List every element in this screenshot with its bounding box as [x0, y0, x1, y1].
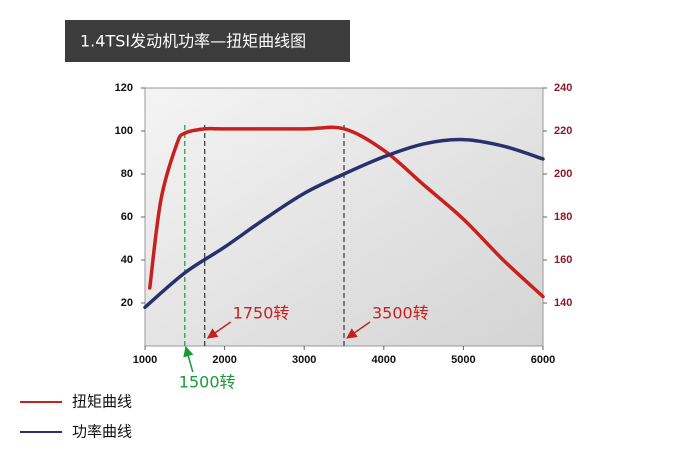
annotation-label: 1750转	[233, 304, 290, 323]
y-tick-label: 40	[121, 254, 133, 266]
annotation-arrow	[183, 345, 194, 373]
y2-tick-label: 140	[554, 297, 572, 309]
y2-tick-label: 220	[554, 125, 572, 137]
y-tick-label: 20	[121, 297, 133, 309]
annotation-arrow	[206, 321, 232, 339]
series-line	[148, 125, 545, 299]
y2-tick-label: 160	[554, 254, 572, 266]
annotation-label: 3500转	[372, 304, 429, 323]
y-tick-label: 100	[115, 125, 133, 137]
y-tick-label: 80	[121, 168, 133, 180]
y2-tick-label: 200	[554, 168, 572, 180]
y-tick-label: 120	[115, 82, 133, 94]
annotation-arrow	[346, 321, 371, 339]
y2-tick-label: 240	[554, 82, 572, 94]
series-line	[143, 137, 545, 310]
chart-title: 1.4TSI发动机功率—扭矩曲线图	[80, 32, 306, 51]
y-tick-label: 60	[121, 211, 133, 223]
x-tick-label: 1000	[133, 354, 157, 366]
legend-label: 扭矩曲线	[72, 393, 132, 411]
title-box	[65, 20, 350, 62]
x-tick-label: 4000	[372, 354, 396, 366]
x-tick-label: 5000	[451, 354, 475, 366]
y2-tick-label: 180	[554, 211, 572, 223]
annotation-label: 1500转	[179, 373, 236, 392]
x-tick-label: 6000	[531, 354, 555, 366]
x-tick-label: 3000	[292, 354, 316, 366]
legend-label: 功率曲线	[72, 423, 132, 441]
x-tick-label: 2000	[212, 354, 236, 366]
